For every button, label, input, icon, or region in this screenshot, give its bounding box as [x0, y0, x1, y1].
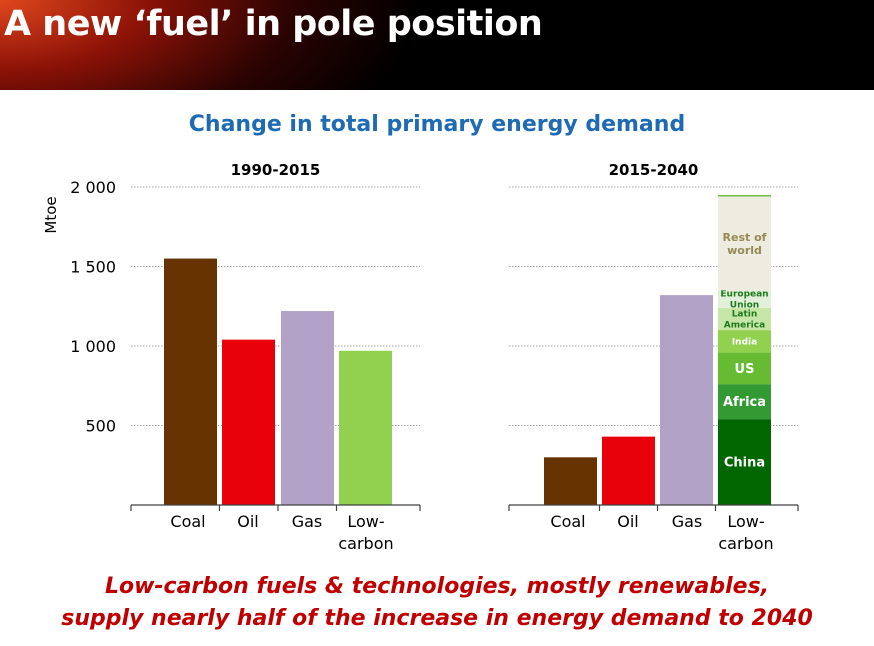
footer-line-1: Low-carbon fuels & technologies, mostly …: [104, 574, 770, 599]
bar-segment: [718, 290, 771, 308]
bar-segment: [718, 196, 771, 291]
bar: [660, 295, 713, 505]
segment-label: Rest of: [723, 231, 767, 244]
bar-segment: [718, 352, 771, 385]
y-tick-label: 2 000: [70, 178, 116, 197]
bar: [602, 436, 655, 505]
bar-segment: [718, 384, 771, 420]
x-tick-label: carbon: [338, 534, 393, 553]
panel-title: 1990-2015: [231, 161, 321, 179]
footer-line-2: supply nearly half of the increase in en…: [61, 606, 813, 631]
y-axis-label: Mtoe: [42, 196, 60, 233]
segment-label: European: [720, 290, 768, 300]
bar: [544, 457, 597, 505]
bar: [222, 339, 275, 505]
bar-segment: [718, 194, 771, 197]
segment-label: Union: [730, 301, 759, 311]
x-tick-label: Low-: [727, 512, 764, 531]
x-tick-label: carbon: [718, 534, 773, 553]
segment-label: India: [732, 337, 757, 347]
y-tick-label: 500: [85, 417, 116, 436]
segment-label: US: [735, 362, 755, 377]
x-tick-label: Gas: [292, 512, 323, 531]
y-tick-label: 1 500: [70, 258, 116, 277]
slide-title: A new ‘fuel’ in pole position: [4, 4, 543, 44]
bar-segment: [718, 330, 771, 353]
x-tick-label: Low-: [347, 512, 384, 531]
segment-label: Africa: [723, 395, 766, 410]
bar-segment: [718, 307, 771, 331]
x-tick-label: Oil: [617, 512, 638, 531]
bar: [281, 311, 334, 505]
x-tick-label: Gas: [672, 512, 703, 531]
panel-title: 2015-2040: [609, 161, 699, 179]
y-tick-label: 1 000: [70, 337, 116, 356]
x-tick-label: Coal: [170, 512, 205, 531]
segment-label: world: [727, 244, 762, 257]
segment-label: America: [724, 321, 765, 331]
segment-label: China: [724, 456, 765, 471]
bar: [339, 350, 392, 505]
segment-label: Latin: [732, 310, 758, 320]
title-banner: A new ‘fuel’ in pole position: [0, 0, 874, 90]
x-tick-label: Coal: [550, 512, 585, 531]
x-tick-label: Oil: [237, 512, 258, 531]
bar: [164, 258, 217, 505]
chart-title: Change in total primary energy demand: [188, 112, 686, 137]
bar-segment: [718, 419, 771, 505]
